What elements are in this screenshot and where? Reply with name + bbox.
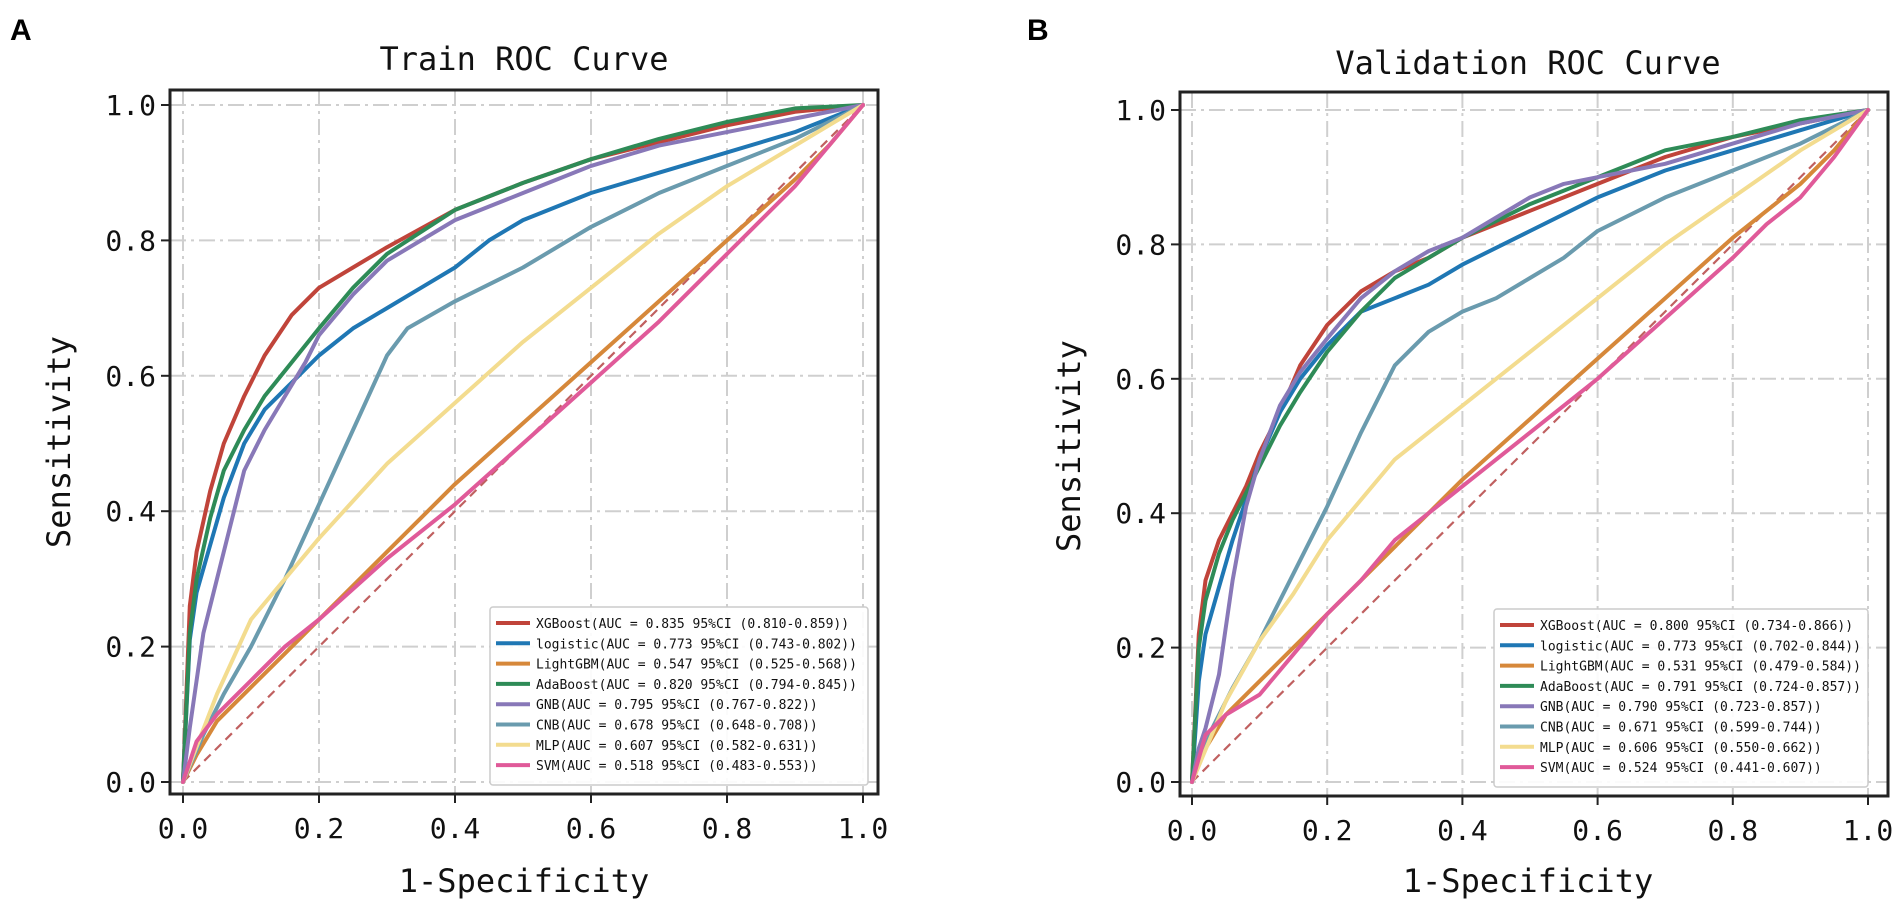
- roc-line-mlp: [181, 103, 865, 784]
- y-tick-label: 1.0: [105, 89, 156, 122]
- roc-line-lightgbm: [1190, 108, 1870, 784]
- legend-label-adaboost: AdaBoost(AUC = 0.820 95%CI (0.794-0.845)…: [536, 678, 857, 693]
- legend: XGBoost(AUC = 0.835 95%CI (0.810-0.859))…: [489, 606, 869, 786]
- legend-label-gnb: GNB(AUC = 0.795 95%CI (0.767-0.822)): [536, 698, 818, 713]
- legend-label-svm: SVM(AUC = 0.518 95%CI (0.483-0.553)): [536, 759, 818, 774]
- legend-label-xgboost: XGBoost(AUC = 0.835 95%CI (0.810-0.859)): [536, 617, 849, 632]
- y-tick-label: 0.0: [1115, 766, 1166, 799]
- legend-label-gnb: GNB(AUC = 0.790 95%CI (0.723-0.857)): [1540, 700, 1822, 715]
- x-tick-label: 0.8: [702, 812, 753, 845]
- legend-box: [489, 606, 869, 786]
- x-tick-label: 0.2: [1302, 814, 1353, 847]
- legend-label-lightgbm: LightGBM(AUC = 0.531 95%CI (0.479-0.584)…: [1540, 660, 1861, 675]
- legend-label-logistic: logistic(AUC = 0.773 95%CI (0.743-0.802)…: [536, 637, 857, 652]
- y-tick-label: 0.8: [1115, 228, 1166, 261]
- roc-line-svm: [1190, 108, 1870, 784]
- roc-line-gnb: [181, 103, 865, 784]
- y-tick-label: 0.0: [105, 766, 156, 799]
- roc-line-mlp: [1190, 108, 1870, 784]
- roc-line-xgboost: [181, 103, 865, 784]
- x-tick-label: 0.6: [1572, 814, 1623, 847]
- legend-label-adaboost: AdaBoost(AUC = 0.791 95%CI (0.724-0.857)…: [1540, 680, 1861, 695]
- axes-frame: [168, 88, 880, 796]
- reference-diagonal-line: [1191, 109, 1869, 783]
- x-tick-label: 0.4: [1437, 814, 1488, 847]
- x-axis-label: 1-Specificity: [399, 862, 649, 900]
- roc-line-cnb: [181, 103, 865, 784]
- x-tick-label: 0.0: [158, 812, 209, 845]
- legend: XGBoost(AUC = 0.800 95%CI (0.734-0.866))…: [1493, 608, 1869, 788]
- x-tick-label: 0.8: [1708, 814, 1759, 847]
- legend-label-cnb: CNB(AUC = 0.671 95%CI (0.599-0.744)): [1540, 721, 1822, 736]
- y-tick-label: 0.4: [105, 495, 156, 528]
- axes-frame: [1178, 90, 1890, 798]
- x-tick-label: 0.0: [1167, 814, 1218, 847]
- chart-panel-validation: B 0.0 0.2 0.4 0.6 0.8 1.0 0.0 0.2 0.4 0.6 0.8 1.0 Val…: [1027, 14, 1893, 900]
- roc-line-adaboost: [181, 103, 865, 784]
- panel-letter: A: [10, 14, 32, 47]
- y-axis-label: Sensitivity: [40, 336, 78, 548]
- legend-label-xgboost: XGBoost(AUC = 0.800 95%CI (0.734-0.866)): [1540, 619, 1853, 634]
- legend-label-mlp: MLP(AUC = 0.607 95%CI (0.582-0.631)): [536, 739, 818, 754]
- roc-line-lightgbm: [181, 103, 865, 784]
- roc-line-xgboost: [1190, 108, 1870, 784]
- y-tick-label: 0.6: [105, 360, 156, 393]
- legend-label-lightgbm: LightGBM(AUC = 0.547 95%CI (0.525-0.568)…: [536, 658, 857, 673]
- legend-box: [1493, 608, 1869, 788]
- y-tick-label: 1.0: [1115, 94, 1166, 127]
- chart-title: Validation ROC Curve: [1335, 44, 1720, 82]
- roc-line-gnb: [1190, 108, 1870, 784]
- y-axis-label: Sensitivity: [1050, 340, 1088, 552]
- x-tick-label: 1.0: [838, 812, 889, 845]
- roc-line-svm: [181, 103, 865, 784]
- chart-panel-train: A 0.0 0.2 0.4 0.6 0.8 1.0 0.0 0.2 0.4 0.6 0.8 1.0 Tra…: [10, 14, 888, 900]
- roc-line-logistic: [1190, 108, 1870, 784]
- chart-title: Train ROC Curve: [380, 40, 669, 78]
- y-tick-label: 0.2: [105, 631, 156, 664]
- x-tick-label: 0.2: [294, 812, 345, 845]
- legend-label-logistic: logistic(AUC = 0.773 95%CI (0.702-0.844)…: [1540, 639, 1861, 654]
- legend-label-cnb: CNB(AUC = 0.678 95%CI (0.648-0.708)): [536, 719, 818, 734]
- roc-line-adaboost: [1190, 108, 1870, 784]
- x-tick-label: 0.6: [566, 812, 617, 845]
- legend-label-svm: SVM(AUC = 0.524 95%CI (0.441-0.607)): [1540, 761, 1822, 776]
- y-tick-label: 0.8: [105, 224, 156, 257]
- y-tick-label: 0.2: [1115, 632, 1166, 665]
- x-tick-label: 0.4: [430, 812, 481, 845]
- y-tick-label: 0.4: [1115, 497, 1166, 530]
- y-tick-label: 0.6: [1115, 363, 1166, 396]
- panel-letter: B: [1027, 14, 1049, 47]
- x-axis-label: 1-Specificity: [1403, 862, 1653, 900]
- roc-line-logistic: [181, 103, 865, 784]
- x-tick-label: 1.0: [1843, 814, 1894, 847]
- legend-label-mlp: MLP(AUC = 0.606 95%CI (0.550-0.662)): [1540, 741, 1822, 756]
